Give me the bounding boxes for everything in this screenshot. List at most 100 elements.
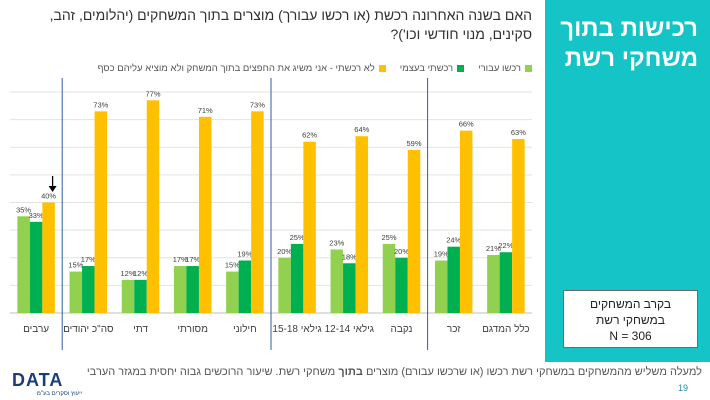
footnote-post: משחקי רשת. שיעור הרוכשים גבוה יחסית במגז…: [86, 366, 339, 378]
sample-note-box: בקרב המשחקים במשחקי רשת N = 306: [563, 290, 698, 348]
logo-text: DATA: [12, 370, 64, 390]
data-label: 63%: [511, 128, 526, 137]
bar: [29, 221, 43, 313]
category-label: מסורתי: [177, 324, 208, 335]
bar: [134, 279, 147, 313]
category-label: סה"כ יהודים: [63, 324, 114, 335]
data-label: 15%: [225, 261, 240, 270]
data-label: 73%: [93, 100, 108, 109]
data-label: 23%: [329, 238, 344, 247]
bar: [198, 116, 212, 313]
bar: [226, 271, 239, 313]
data-label: 77%: [145, 89, 160, 98]
category-label: חילוני: [233, 323, 257, 335]
data-label: 35%: [16, 205, 31, 214]
page-number: 19: [678, 383, 689, 393]
data-label: 73%: [250, 100, 265, 109]
sample-note-line2: במשחקי רשת: [596, 313, 665, 327]
bar: [447, 246, 460, 313]
bar-chart: 21%22% 63% כלל המדגם 19% 24% 66% זכר 25% 20% 59% נ…: [10, 78, 532, 350]
data-label: 17%: [185, 255, 200, 264]
data-label: 15%: [68, 261, 83, 270]
bar: [459, 130, 473, 313]
category-label: גילאי 15-18: [272, 323, 321, 335]
footnote-pre: למעלה משליש מהמשחקים במשחקי רשת רכשו (או…: [362, 366, 702, 378]
bar: [17, 216, 30, 313]
bar: [290, 243, 304, 313]
sample-size: N = 306: [609, 329, 652, 343]
legend-item-bought-myself: רכשתי בעצמי: [399, 62, 465, 74]
bar: [512, 138, 525, 313]
data-label: 22%: [498, 241, 513, 250]
data-label: 33%: [29, 211, 44, 220]
bar: [69, 271, 83, 313]
bar: [355, 136, 369, 313]
bar: [303, 141, 316, 313]
legend-label: רכשתי בעצמי: [399, 62, 454, 74]
bar: [42, 202, 55, 313]
bar: [407, 150, 421, 313]
bar: [238, 260, 252, 313]
bar: [173, 266, 187, 313]
legend-label: לא רכשתי - אני משיג את החפצים בתוך המשחק…: [97, 62, 375, 74]
data-label: 20%: [394, 247, 409, 256]
sample-note-line1: בקרב המשחקים: [589, 297, 672, 311]
data-label: 17%: [81, 255, 96, 264]
legend-swatch-gold: [378, 64, 386, 72]
bar: [395, 257, 408, 313]
data-label: 20%: [277, 247, 292, 256]
data-label: 59%: [406, 139, 421, 148]
slide-title: רכישות בתוך משחקי רשת: [553, 14, 698, 74]
footer-bar: [0, 362, 710, 400]
data-label: 18%: [342, 252, 357, 261]
category-label: דתי: [133, 324, 148, 335]
bar: [146, 100, 160, 313]
legend-item-bought-for-me: רכשו עבורי: [478, 63, 532, 74]
data-label: 66%: [459, 120, 474, 129]
data-label: 71%: [198, 106, 213, 115]
bar: [487, 254, 500, 313]
data-label: 25%: [290, 233, 305, 242]
data-label: 17%: [173, 255, 188, 264]
data-label: 19%: [237, 250, 252, 259]
bar: [343, 263, 356, 313]
category-label: כלל המדגם: [482, 323, 530, 335]
data-label: 21%: [486, 244, 501, 253]
bar: [499, 252, 513, 313]
legend-swatch-light-green: [525, 64, 532, 72]
footnote-bold: בתוך: [338, 366, 363, 378]
footnote: למעלה משליש מהמשחקים במשחקי רשת רכשו (או…: [87, 366, 702, 378]
bar: [251, 111, 264, 314]
category-label: ערבים: [23, 324, 49, 335]
data-label: 12%: [120, 269, 135, 278]
data-label: 40%: [41, 192, 56, 201]
bar: [278, 257, 291, 313]
bar: [94, 111, 108, 314]
legend-item-did-not-buy: לא רכשתי - אני משיג את החפצים בתוך המשחק…: [98, 63, 386, 74]
category-label: זכר: [447, 324, 461, 335]
slide-title-line2: משחקי רשת: [564, 45, 698, 72]
bar: [330, 249, 344, 313]
legend-swatch-dark-green: [457, 64, 465, 72]
category-label: נקבה: [391, 324, 413, 335]
data-label: 24%: [446, 236, 461, 245]
data-label: 62%: [302, 131, 317, 140]
bar: [186, 266, 199, 313]
data-label: 25%: [381, 233, 396, 242]
data-label: 64%: [354, 125, 369, 134]
data-label: 12%: [133, 269, 148, 278]
bar: [382, 243, 396, 313]
company-logo: DATA ייעוץ וסקרים בע"מ: [12, 370, 107, 397]
slide-title-line1: רכישות בתוך: [560, 15, 698, 42]
legend-label: רכשו עבורי: [478, 62, 521, 74]
title-panel: רכישות בתוך משחקי רשת בקרב המשחקים במשחק…: [545, 0, 710, 362]
logo-subtitle: ייעוץ וסקרים בע"מ: [36, 391, 83, 397]
chart-legend: רכשו עבורי רכשתי בעצמי לא רכשתי - אני מש…: [12, 60, 532, 76]
category-label: גילאי 12-14: [325, 323, 374, 335]
bar: [121, 279, 135, 313]
survey-question: האם בשנה האחרונה רכשת (או רכשו עבורך) מו…: [49, 7, 532, 42]
bar: [434, 260, 448, 313]
highlight-arrowhead-icon: [48, 186, 57, 192]
bar: [82, 266, 95, 313]
data-label: 19%: [434, 250, 449, 259]
